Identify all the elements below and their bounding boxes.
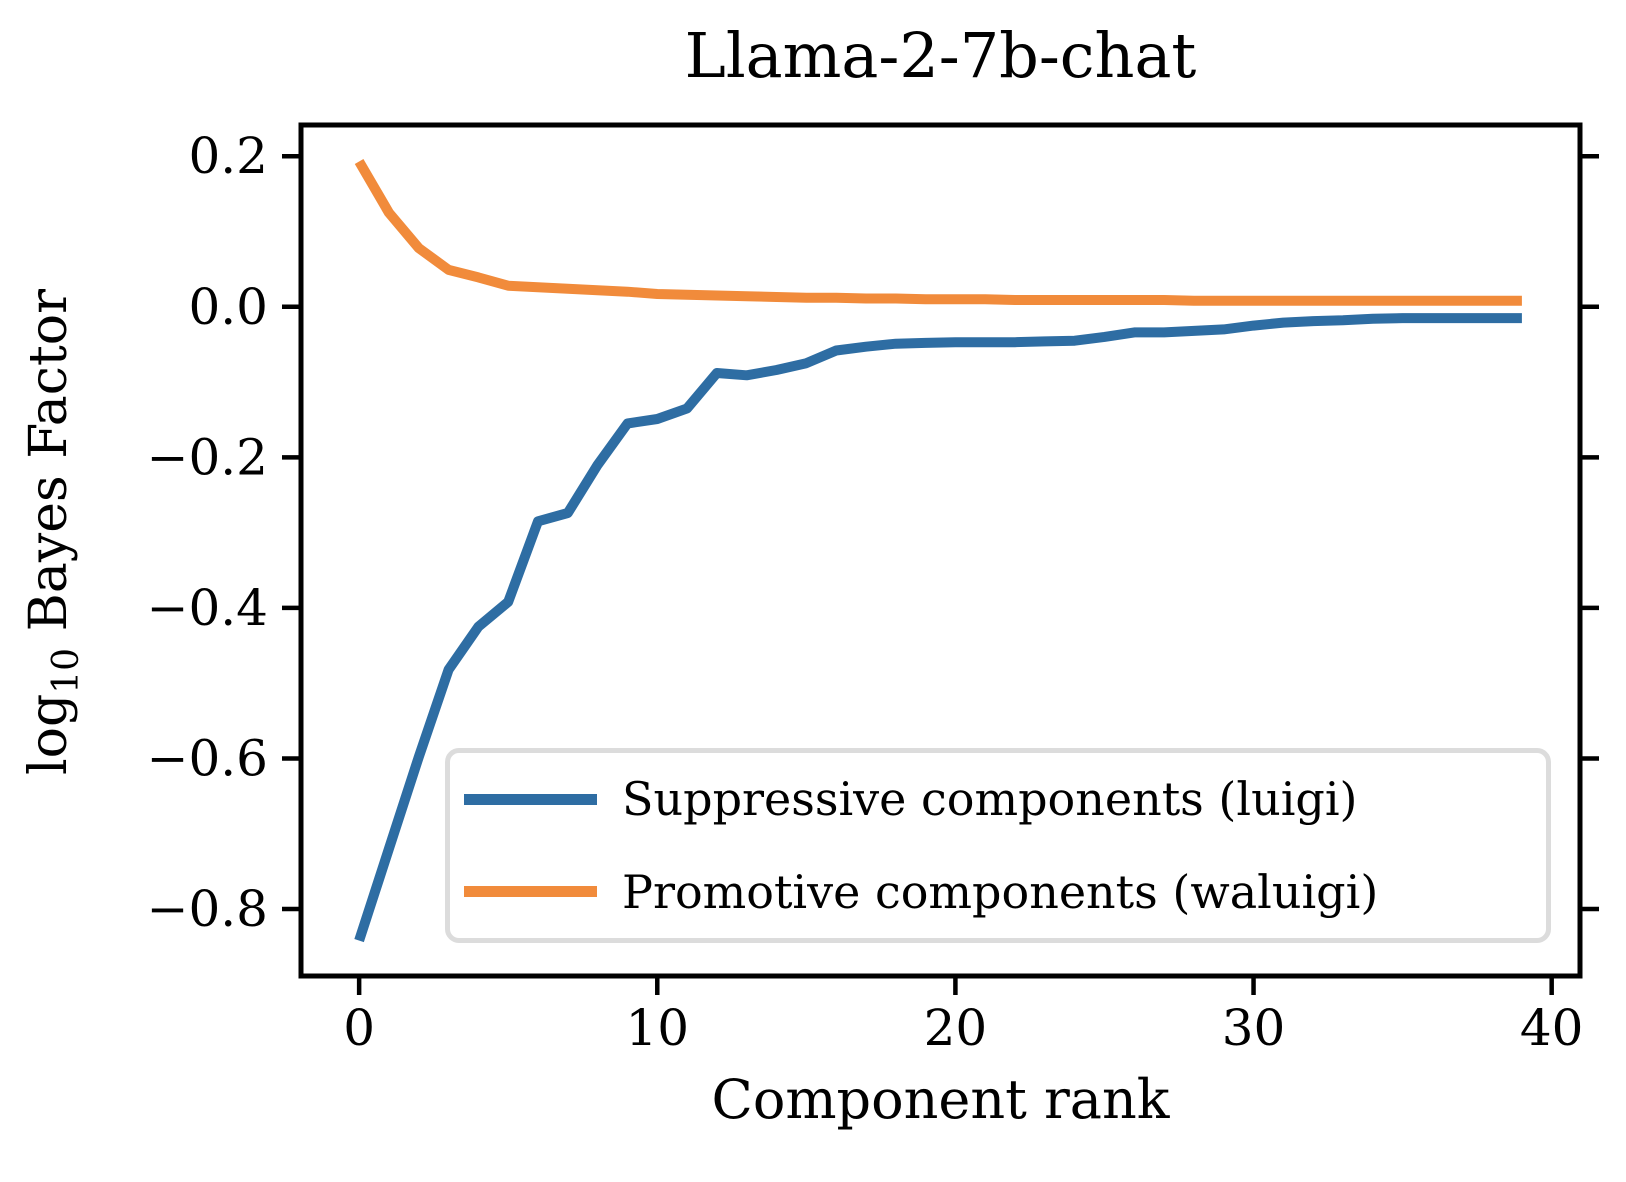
chart-title: Llama-2-7b-chat: [684, 19, 1197, 92]
axes-frame: [298, 122, 1583, 979]
y-tick-label: −0.4: [147, 579, 268, 637]
y-tick-label: 0.2: [188, 127, 268, 185]
x-tick-label: 30: [1222, 999, 1286, 1057]
legend-item-promotive: Promotive components (waluigi): [450, 846, 1546, 939]
y-tick-label: 0.0: [188, 278, 268, 336]
x-tick-label: 0: [343, 999, 375, 1057]
legend-item-suppressive: Suppressive components (luigi): [450, 753, 1546, 846]
series-line-suppressive: [354, 313, 1522, 943]
legend-label-suppressive: Suppressive components (luigi): [622, 772, 1358, 827]
legend: Suppressive components (luigi) Promotive…: [445, 748, 1551, 943]
legend-line-swatch-blue: [464, 793, 597, 805]
y-axis-label: log10 Bayes Factor: [19, 289, 87, 775]
x-tick-label: 10: [625, 999, 689, 1057]
x-tick-label: 20: [924, 999, 988, 1057]
y-tick-label: −0.2: [147, 428, 268, 486]
y-tick-label: −0.8: [147, 880, 268, 938]
x-axis-label: Component rank: [711, 1068, 1170, 1131]
y-tick-label: −0.6: [147, 729, 268, 787]
series-line-promotive: [354, 158, 1522, 306]
legend-label-promotive: Promotive components (waluigi): [622, 864, 1379, 919]
x-tick-label: 40: [1520, 999, 1584, 1057]
legend-line-swatch-orange: [464, 886, 597, 898]
